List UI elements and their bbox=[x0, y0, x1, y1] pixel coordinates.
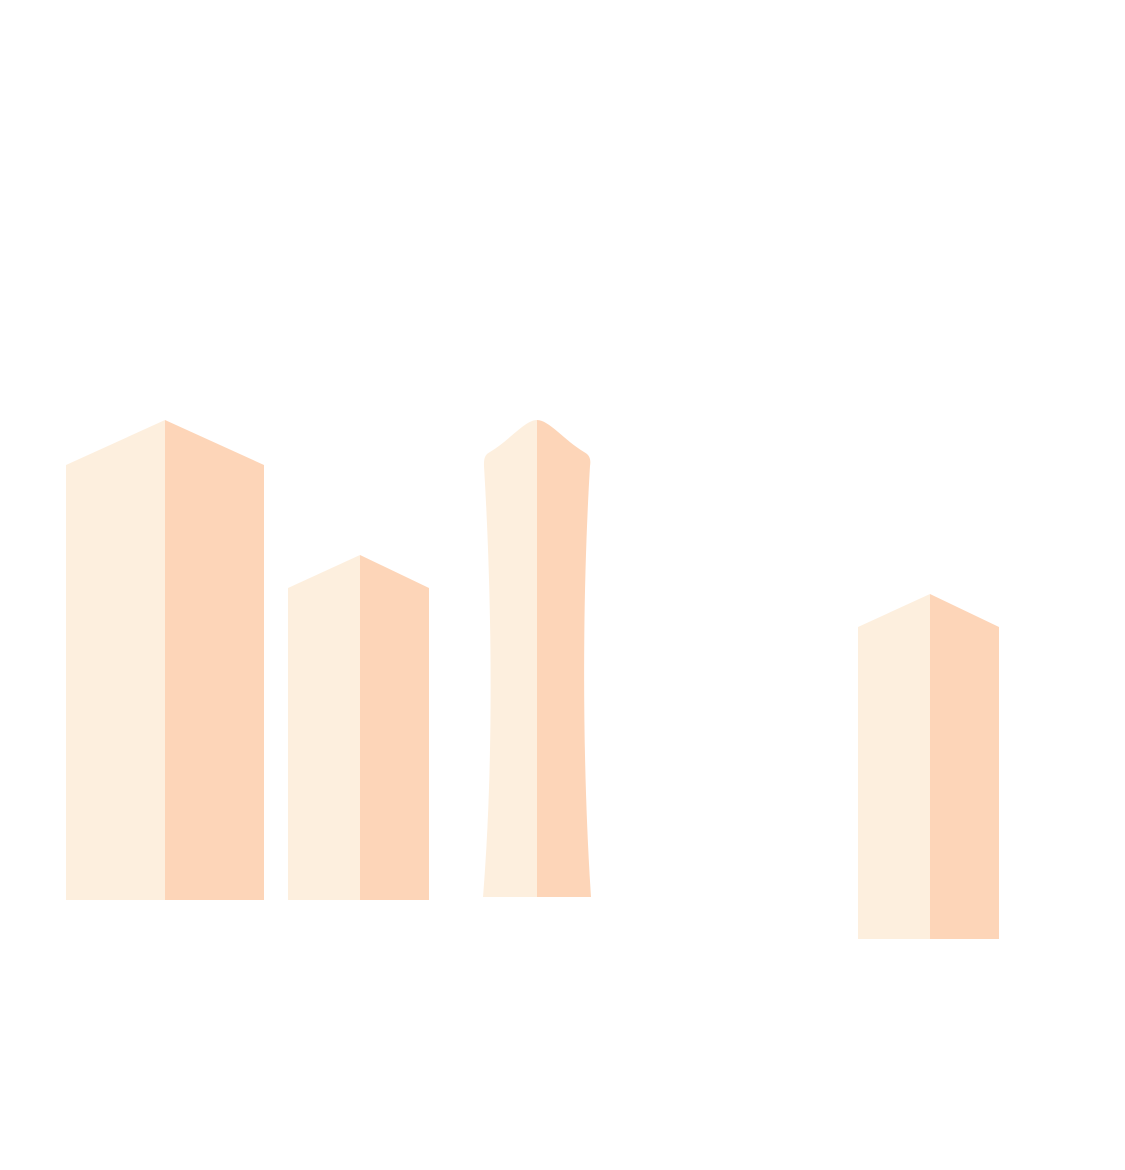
building-curved-spire-tower bbox=[483, 420, 591, 897]
building-medium-tower bbox=[288, 555, 429, 900]
building-light-face bbox=[858, 594, 930, 939]
building-light-face bbox=[288, 555, 360, 900]
building-light-face bbox=[483, 420, 537, 897]
building-shadow-face bbox=[537, 420, 591, 897]
building-shadow-face bbox=[930, 594, 999, 939]
building-shadow-face bbox=[165, 420, 264, 900]
building-shadow-face bbox=[360, 555, 429, 900]
building-tall-tower-left bbox=[66, 420, 264, 900]
building-light-face bbox=[66, 420, 165, 900]
building-short-tower-right bbox=[858, 594, 999, 939]
